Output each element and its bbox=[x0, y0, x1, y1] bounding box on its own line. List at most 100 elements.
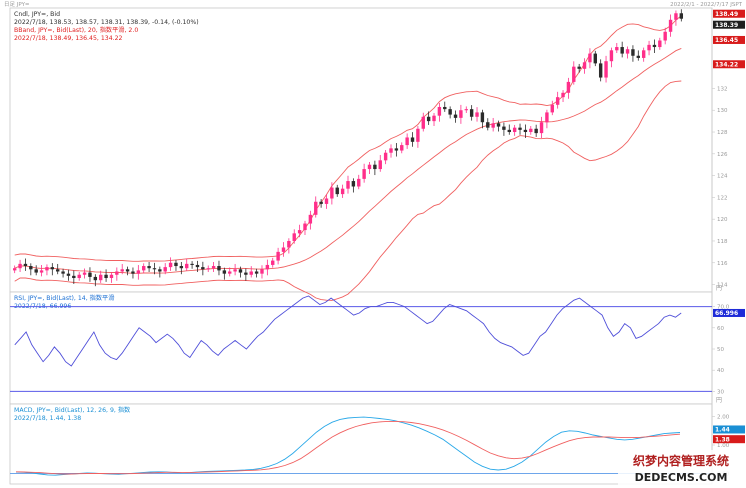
candle-body bbox=[512, 127, 517, 133]
candle-body bbox=[88, 272, 92, 277]
candle-body bbox=[529, 128, 533, 133]
rsi-panel-frame bbox=[9, 291, 713, 405]
candle-body bbox=[314, 201, 318, 215]
candle-body bbox=[367, 164, 372, 170]
candle-body bbox=[496, 123, 501, 127]
date-range: 2022/2/1 - 2022/7/17 JSPT bbox=[670, 2, 743, 8]
last-price-tag: 138.39 bbox=[715, 22, 738, 29]
price-panel-frame bbox=[9, 7, 713, 293]
price-tick-label: 132 bbox=[717, 86, 728, 92]
price-tick-label: 128 bbox=[717, 130, 728, 136]
candle-body bbox=[168, 262, 173, 268]
candle-body bbox=[572, 66, 576, 82]
candle-body bbox=[346, 181, 350, 189]
bb-upper-tag: 138.49 bbox=[715, 11, 738, 18]
price-tick-label: 122 bbox=[717, 195, 728, 201]
candle-body bbox=[61, 271, 65, 274]
candle-body bbox=[615, 47, 619, 51]
candle-body bbox=[432, 115, 436, 122]
candle-body bbox=[249, 271, 253, 275]
candle-body bbox=[211, 266, 216, 269]
candle-body bbox=[550, 104, 554, 113]
rsi-value-tag-bg bbox=[713, 308, 745, 317]
candle-body bbox=[29, 266, 33, 270]
candle-body bbox=[464, 109, 468, 111]
signal-value-tag: 1.38 bbox=[715, 436, 730, 443]
candle-body bbox=[625, 49, 630, 54]
rsi-tick-label: 40 bbox=[717, 368, 724, 374]
candle-body bbox=[631, 49, 635, 56]
candle-body bbox=[206, 268, 210, 270]
price-tick-label: 126 bbox=[717, 152, 728, 158]
candle-body bbox=[507, 129, 511, 133]
macd-value-tag: 1.44 bbox=[715, 427, 730, 434]
candle-body bbox=[674, 13, 678, 20]
candle-body bbox=[142, 266, 146, 271]
candle-body bbox=[405, 137, 409, 146]
candle-body bbox=[233, 269, 237, 272]
candle-body bbox=[136, 270, 141, 274]
macd-panel-frame bbox=[9, 403, 713, 485]
candle-body bbox=[486, 122, 490, 128]
candle-body bbox=[18, 263, 22, 269]
candle-body bbox=[555, 97, 560, 105]
candle-body bbox=[410, 137, 415, 142]
price-tick-label: 124 bbox=[717, 174, 728, 180]
candle-body bbox=[647, 44, 651, 51]
candle-body bbox=[389, 148, 393, 153]
candle-body bbox=[663, 31, 667, 41]
watermark-box bbox=[618, 450, 744, 486]
watermark-line-2: DEDECMS.COM bbox=[635, 471, 728, 484]
candle-body bbox=[158, 269, 162, 272]
candle-body bbox=[566, 81, 571, 93]
candle-body bbox=[131, 271, 135, 274]
price-tick-label: 120 bbox=[717, 217, 728, 223]
candle-body bbox=[577, 66, 581, 69]
candle-body bbox=[459, 110, 463, 118]
bb-upper-line bbox=[14, 15, 682, 262]
price-tick-label: 114 bbox=[717, 283, 728, 289]
candle-body bbox=[469, 109, 474, 117]
candle-body bbox=[308, 214, 313, 224]
candle-body bbox=[34, 269, 38, 273]
candle-body bbox=[668, 19, 673, 32]
price-unit-label: 円 bbox=[716, 285, 722, 292]
candle-body bbox=[534, 128, 538, 134]
candle-body bbox=[179, 266, 184, 269]
signal-value-tag-bg bbox=[713, 435, 745, 444]
rsi-legend-1: RSI, JPY=, Bid(Last), 14, 指数平滑 bbox=[14, 294, 114, 302]
candle-body bbox=[340, 188, 345, 195]
candle-body bbox=[228, 271, 232, 274]
candle-body bbox=[448, 109, 452, 115]
candle-body bbox=[195, 264, 200, 268]
candle-body bbox=[254, 271, 259, 274]
candle-body bbox=[378, 160, 382, 170]
price-tick-label: 130 bbox=[717, 108, 728, 114]
price-tick-label: 118 bbox=[717, 239, 728, 245]
candle-body bbox=[383, 152, 388, 161]
candle-body bbox=[303, 223, 307, 231]
candle-body bbox=[147, 266, 151, 269]
candle-body bbox=[185, 263, 189, 269]
candle-body bbox=[281, 247, 286, 252]
candle-body bbox=[502, 126, 506, 130]
rsi-line bbox=[14, 295, 682, 367]
candle-body bbox=[93, 276, 98, 281]
candle-body bbox=[244, 272, 248, 275]
rsi-unit-label: 円 bbox=[716, 397, 722, 404]
bb-lower-line bbox=[14, 80, 682, 301]
rsi-value-tag: 66.996 bbox=[715, 310, 738, 317]
bb-lower-tag: 134.22 bbox=[715, 61, 738, 68]
candle-body bbox=[437, 106, 442, 116]
candle-body bbox=[416, 128, 420, 142]
candle-body bbox=[319, 201, 323, 204]
rsi-tick-label: 50 bbox=[717, 347, 724, 353]
candle-body bbox=[604, 61, 608, 78]
price-legend-1: Cndl, JPY=, Bid bbox=[14, 11, 60, 18]
candle-body bbox=[39, 270, 44, 273]
candle-body bbox=[641, 50, 646, 58]
candle-body bbox=[652, 44, 657, 48]
candle-body bbox=[335, 187, 339, 195]
candle-body bbox=[190, 263, 194, 265]
